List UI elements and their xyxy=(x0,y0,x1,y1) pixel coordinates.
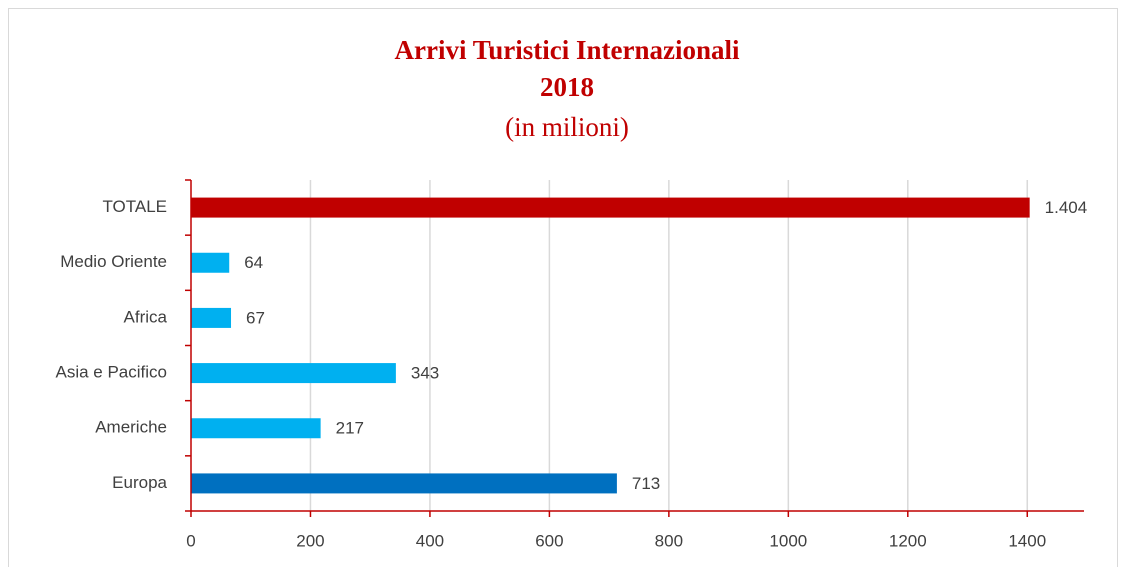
y-tick-label: Medio Oriente xyxy=(60,252,167,271)
bar xyxy=(191,418,321,439)
chart-title: Arrivi Turistici Internazionali xyxy=(394,35,740,65)
data-label: 67 xyxy=(246,308,265,327)
x-tick-label: 1200 xyxy=(889,531,927,550)
y-tick-label: Americhe xyxy=(95,418,167,437)
x-tick-label: 800 xyxy=(655,531,683,550)
bar xyxy=(191,307,232,328)
x-tick-label: 1400 xyxy=(1008,531,1046,550)
bar xyxy=(191,252,230,273)
y-tick-label: Europa xyxy=(112,473,167,492)
x-tick-label: 0 xyxy=(186,531,195,550)
x-tick-label: 1000 xyxy=(769,531,807,550)
x-tick-label: 600 xyxy=(535,531,563,550)
y-tick-label: TOTALE xyxy=(102,197,167,216)
bar xyxy=(191,197,1030,218)
chart-subtitle: (in milioni) xyxy=(505,112,629,142)
x-tick-label: 200 xyxy=(296,531,324,550)
bar xyxy=(191,363,396,384)
x-tick-label: 400 xyxy=(416,531,444,550)
data-label: 217 xyxy=(336,419,364,438)
data-label: 343 xyxy=(411,364,439,383)
y-tick-label: Africa xyxy=(124,307,168,326)
y-tick-label: Asia e Pacifico xyxy=(56,363,168,382)
data-label: 64 xyxy=(244,253,263,272)
data-label: 713 xyxy=(632,474,660,493)
chart-title: 2018 xyxy=(540,72,594,102)
bar xyxy=(191,473,617,494)
data-label: 1.404 xyxy=(1045,198,1088,217)
